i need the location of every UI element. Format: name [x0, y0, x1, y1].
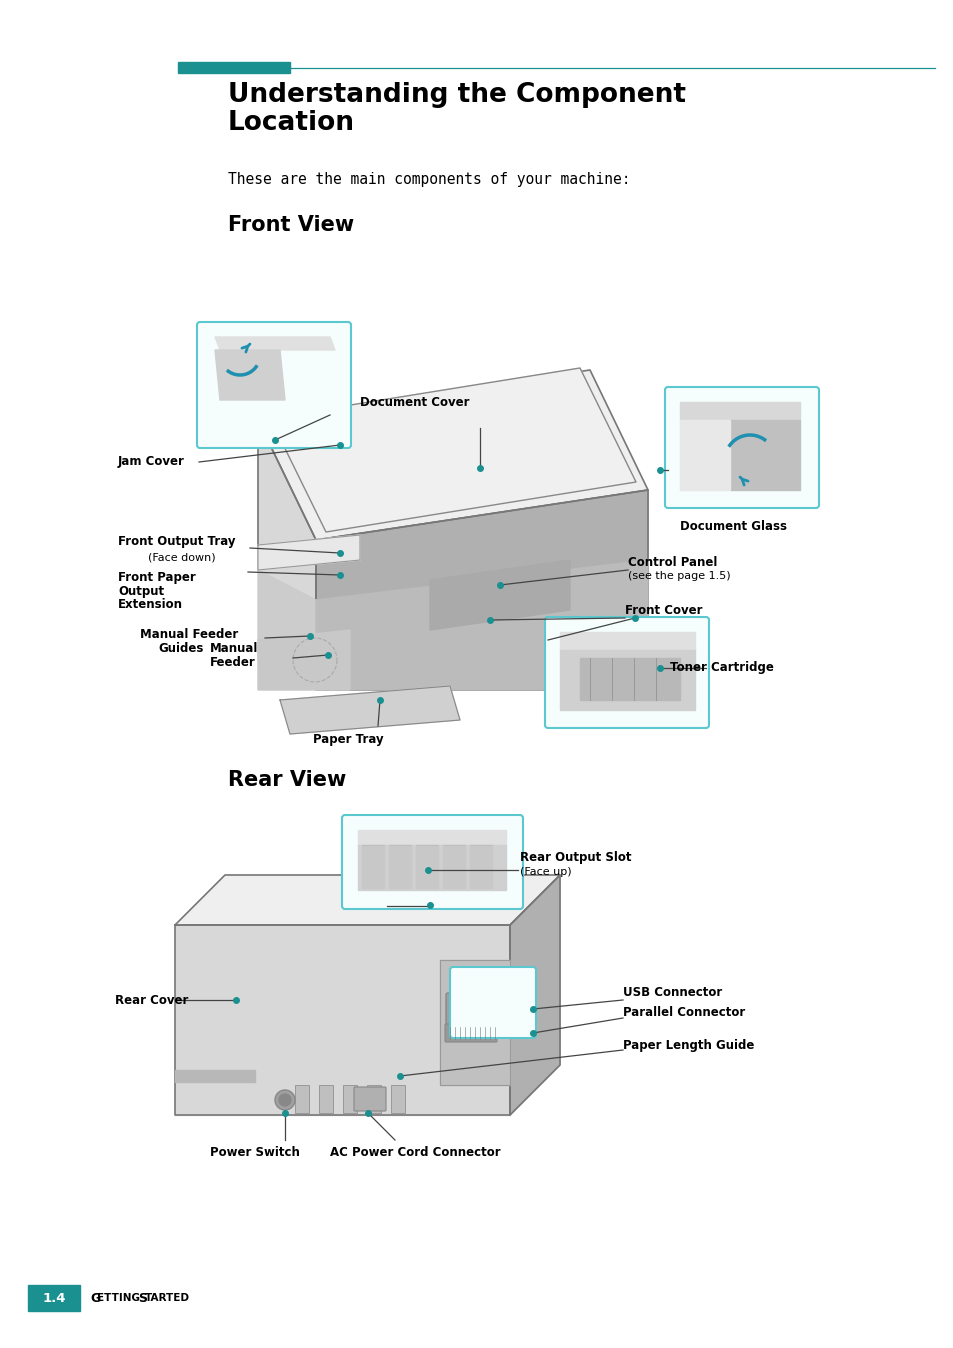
FancyBboxPatch shape: [196, 322, 351, 448]
Polygon shape: [416, 845, 437, 888]
Text: Front Paper: Front Paper: [118, 570, 195, 584]
Circle shape: [278, 1095, 291, 1105]
Text: Extension: Extension: [118, 599, 183, 612]
Bar: [294, 1085, 309, 1113]
Polygon shape: [257, 421, 315, 690]
Text: Manual Feeder: Manual Feeder: [140, 628, 238, 642]
Polygon shape: [679, 421, 729, 491]
Text: TARTED: TARTED: [145, 1293, 190, 1304]
FancyBboxPatch shape: [446, 993, 490, 1024]
Text: (Face down): (Face down): [148, 553, 215, 563]
Bar: [174, 1070, 254, 1082]
Circle shape: [274, 1091, 294, 1109]
Polygon shape: [430, 559, 569, 630]
Text: Front Cover: Front Cover: [624, 604, 701, 616]
Bar: [178, 62, 290, 73]
Polygon shape: [174, 875, 559, 925]
Text: Understanding the Component: Understanding the Component: [228, 82, 685, 108]
Polygon shape: [315, 491, 647, 690]
Polygon shape: [579, 658, 679, 700]
Text: ETTING: ETTING: [97, 1293, 144, 1304]
Polygon shape: [214, 337, 335, 350]
Polygon shape: [270, 368, 636, 532]
Text: Power Switch: Power Switch: [210, 1146, 299, 1158]
Text: (see the page 1.5): (see the page 1.5): [627, 572, 730, 581]
FancyBboxPatch shape: [341, 816, 522, 909]
Text: Document Glass: Document Glass: [679, 520, 786, 534]
Text: Rear Output Slot: Rear Output Slot: [519, 852, 631, 864]
Text: Document Cover: Document Cover: [360, 396, 469, 410]
Text: Paper Length Guide: Paper Length Guide: [622, 1038, 754, 1051]
Text: S: S: [138, 1291, 147, 1305]
Bar: [367, 1085, 380, 1113]
Text: Guides: Guides: [158, 643, 203, 655]
Polygon shape: [257, 535, 359, 570]
Polygon shape: [357, 845, 505, 890]
FancyBboxPatch shape: [544, 617, 708, 728]
Bar: [343, 1085, 356, 1113]
Text: Rear View: Rear View: [228, 770, 346, 790]
Polygon shape: [174, 925, 510, 1115]
Text: Manual: Manual: [210, 643, 258, 655]
Text: Control Panel: Control Panel: [627, 555, 717, 569]
FancyBboxPatch shape: [354, 1086, 386, 1111]
Text: Toner Cartridge: Toner Cartridge: [669, 662, 773, 674]
FancyBboxPatch shape: [450, 967, 536, 1038]
Polygon shape: [257, 369, 647, 541]
Polygon shape: [361, 845, 384, 888]
Polygon shape: [559, 650, 695, 710]
Polygon shape: [389, 845, 411, 888]
Polygon shape: [470, 845, 492, 888]
Polygon shape: [214, 350, 285, 400]
Polygon shape: [315, 559, 647, 690]
FancyBboxPatch shape: [664, 387, 818, 508]
Polygon shape: [439, 960, 510, 1085]
Text: Front Output Tray: Front Output Tray: [118, 535, 235, 549]
Text: (Face up): (Face up): [519, 867, 571, 878]
Polygon shape: [510, 875, 559, 1115]
Polygon shape: [729, 421, 800, 491]
Polygon shape: [357, 830, 505, 845]
Polygon shape: [257, 570, 315, 690]
Text: USB Connector: USB Connector: [622, 987, 721, 999]
Text: Feeder: Feeder: [210, 656, 255, 670]
Text: Parallel Connector: Parallel Connector: [622, 1006, 744, 1019]
Polygon shape: [257, 630, 350, 690]
Bar: [28, 1285, 80, 1312]
Polygon shape: [442, 845, 464, 888]
Text: Paper Tray: Paper Tray: [313, 733, 383, 747]
Bar: [391, 1085, 405, 1113]
Text: These are the main components of your machine:: These are the main components of your ma…: [228, 173, 630, 187]
Text: AC Power Cord Connector: AC Power Cord Connector: [330, 1146, 499, 1158]
Polygon shape: [559, 632, 695, 650]
Text: Location: Location: [228, 111, 355, 136]
Text: 1.4: 1.4: [42, 1291, 66, 1305]
Text: Rear Cover: Rear Cover: [115, 993, 188, 1007]
Text: Front View: Front View: [228, 214, 354, 235]
Text: G: G: [90, 1291, 100, 1305]
Polygon shape: [679, 402, 800, 421]
Polygon shape: [280, 686, 459, 735]
Text: Jam Cover: Jam Cover: [118, 456, 185, 469]
Bar: [318, 1085, 333, 1113]
Text: Output: Output: [118, 585, 164, 597]
FancyBboxPatch shape: [444, 1024, 497, 1042]
